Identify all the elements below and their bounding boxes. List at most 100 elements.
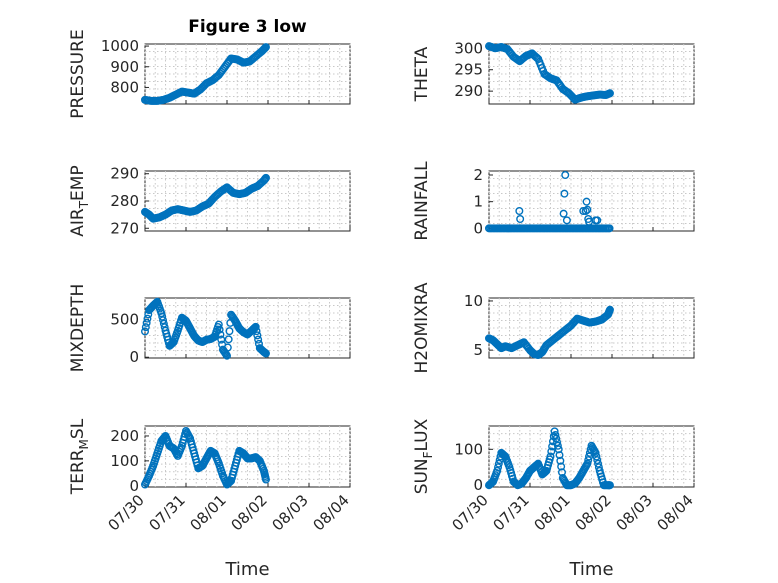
- y-tick-label: 0: [129, 477, 139, 495]
- data-point: [225, 327, 234, 336]
- data-point: [585, 452, 594, 461]
- data-point: [553, 438, 562, 447]
- data-point: [559, 209, 568, 218]
- y-tick-label: 2: [473, 166, 483, 184]
- data-point: [583, 459, 592, 468]
- x-tick-label: 08/04: [654, 491, 697, 534]
- data-point: [555, 451, 564, 460]
- data-point: [557, 468, 566, 477]
- data-point: [140, 327, 149, 336]
- data-point: [259, 45, 268, 54]
- data-point: [261, 43, 270, 52]
- x-tick-label: 08/02: [572, 491, 615, 534]
- data-point: [579, 206, 588, 215]
- data-point: [252, 327, 261, 336]
- data-point: [261, 349, 270, 358]
- data-point: [216, 330, 225, 339]
- data-point: [605, 224, 614, 233]
- data-point: [591, 448, 600, 457]
- data-point: [594, 459, 603, 468]
- y-axis-label: THETA: [412, 46, 432, 102]
- data-point: [557, 462, 566, 471]
- x-tick-label: 08/01: [531, 491, 574, 534]
- data-point: [546, 452, 555, 461]
- data-point: [217, 335, 226, 344]
- x-tick-label: 08/04: [310, 491, 353, 534]
- chart-title: Figure 3 low: [188, 17, 307, 37]
- data-point: [223, 343, 232, 352]
- x-tick-label: 07/31: [490, 491, 533, 534]
- data-point: [550, 427, 559, 436]
- y-axis-label: PRESSURE: [68, 29, 88, 118]
- data-point: [261, 173, 270, 182]
- data-point: [583, 205, 592, 214]
- data-point: [581, 206, 590, 215]
- data-point: [554, 445, 563, 454]
- data-point: [141, 323, 150, 332]
- y-axis-label: TERRMSL: [68, 418, 91, 495]
- data-point: [493, 466, 502, 475]
- x-tick-label: 08/03: [613, 491, 656, 534]
- data-point: [251, 322, 260, 331]
- y-axis-label: AIRTEMP: [68, 165, 91, 236]
- data-point: [582, 197, 591, 206]
- data-point: [553, 441, 562, 450]
- data-point: [214, 320, 223, 329]
- data-point: [224, 335, 233, 344]
- data-point: [260, 44, 269, 53]
- data-point: [560, 189, 569, 198]
- data-point: [605, 481, 614, 490]
- data-point: [159, 319, 168, 328]
- y-tick-label: 270: [110, 219, 139, 237]
- y-tick-label: 900: [110, 58, 139, 76]
- data-point: [516, 214, 525, 223]
- data-point: [592, 452, 601, 461]
- y-tick-label: 800: [110, 78, 139, 96]
- y-tick-label: 0: [129, 348, 139, 366]
- y-tick-label: 10: [464, 292, 483, 310]
- data-point: [548, 442, 557, 451]
- y-tick-label: 100: [110, 452, 139, 470]
- data-point: [593, 216, 602, 225]
- data-point: [584, 456, 593, 465]
- x-tick-label: 07/30: [105, 491, 148, 534]
- y-axis-label: H2OMIXRA: [412, 282, 432, 373]
- data-point: [222, 351, 231, 360]
- x-axis-label: Time: [224, 559, 269, 580]
- y-tick-label: 300: [454, 39, 483, 57]
- data-point: [593, 456, 602, 465]
- x-tick-label: 07/31: [146, 491, 189, 534]
- data-point: [261, 43, 270, 52]
- data-point: [159, 316, 168, 325]
- data-point: [215, 325, 224, 334]
- x-tick-label: 08/03: [269, 491, 312, 534]
- data-point: [605, 305, 614, 314]
- data-point: [552, 434, 561, 443]
- x-tick-label: 07/30: [449, 491, 492, 534]
- y-tick-label: 295: [454, 61, 483, 79]
- x-tick-label: 08/01: [187, 491, 230, 534]
- data-point: [158, 312, 167, 321]
- y-tick-label: 5: [473, 341, 483, 359]
- y-tick-label: 1000: [101, 37, 139, 55]
- data-point: [494, 459, 503, 468]
- y-tick-label: 280: [110, 192, 139, 210]
- data-point: [157, 309, 166, 318]
- data-point: [253, 331, 262, 340]
- y-tick-label: 290: [454, 82, 483, 100]
- y-tick-label: 1: [473, 193, 483, 211]
- data-point: [561, 170, 570, 179]
- y-tick-label: 500: [110, 310, 139, 328]
- x-tick-label: 08/02: [228, 491, 271, 534]
- y-tick-label: 0: [473, 476, 483, 494]
- data-point: [261, 475, 270, 484]
- y-axis-label: RAINFALL: [412, 161, 432, 241]
- y-tick-label: 200: [110, 427, 139, 445]
- data-point: [532, 53, 541, 62]
- data-point: [547, 447, 556, 456]
- x-axis-label: Time: [568, 559, 613, 580]
- y-axis-label: SUNFLUX: [412, 418, 435, 494]
- data-point: [605, 89, 614, 98]
- data-point: [556, 456, 565, 465]
